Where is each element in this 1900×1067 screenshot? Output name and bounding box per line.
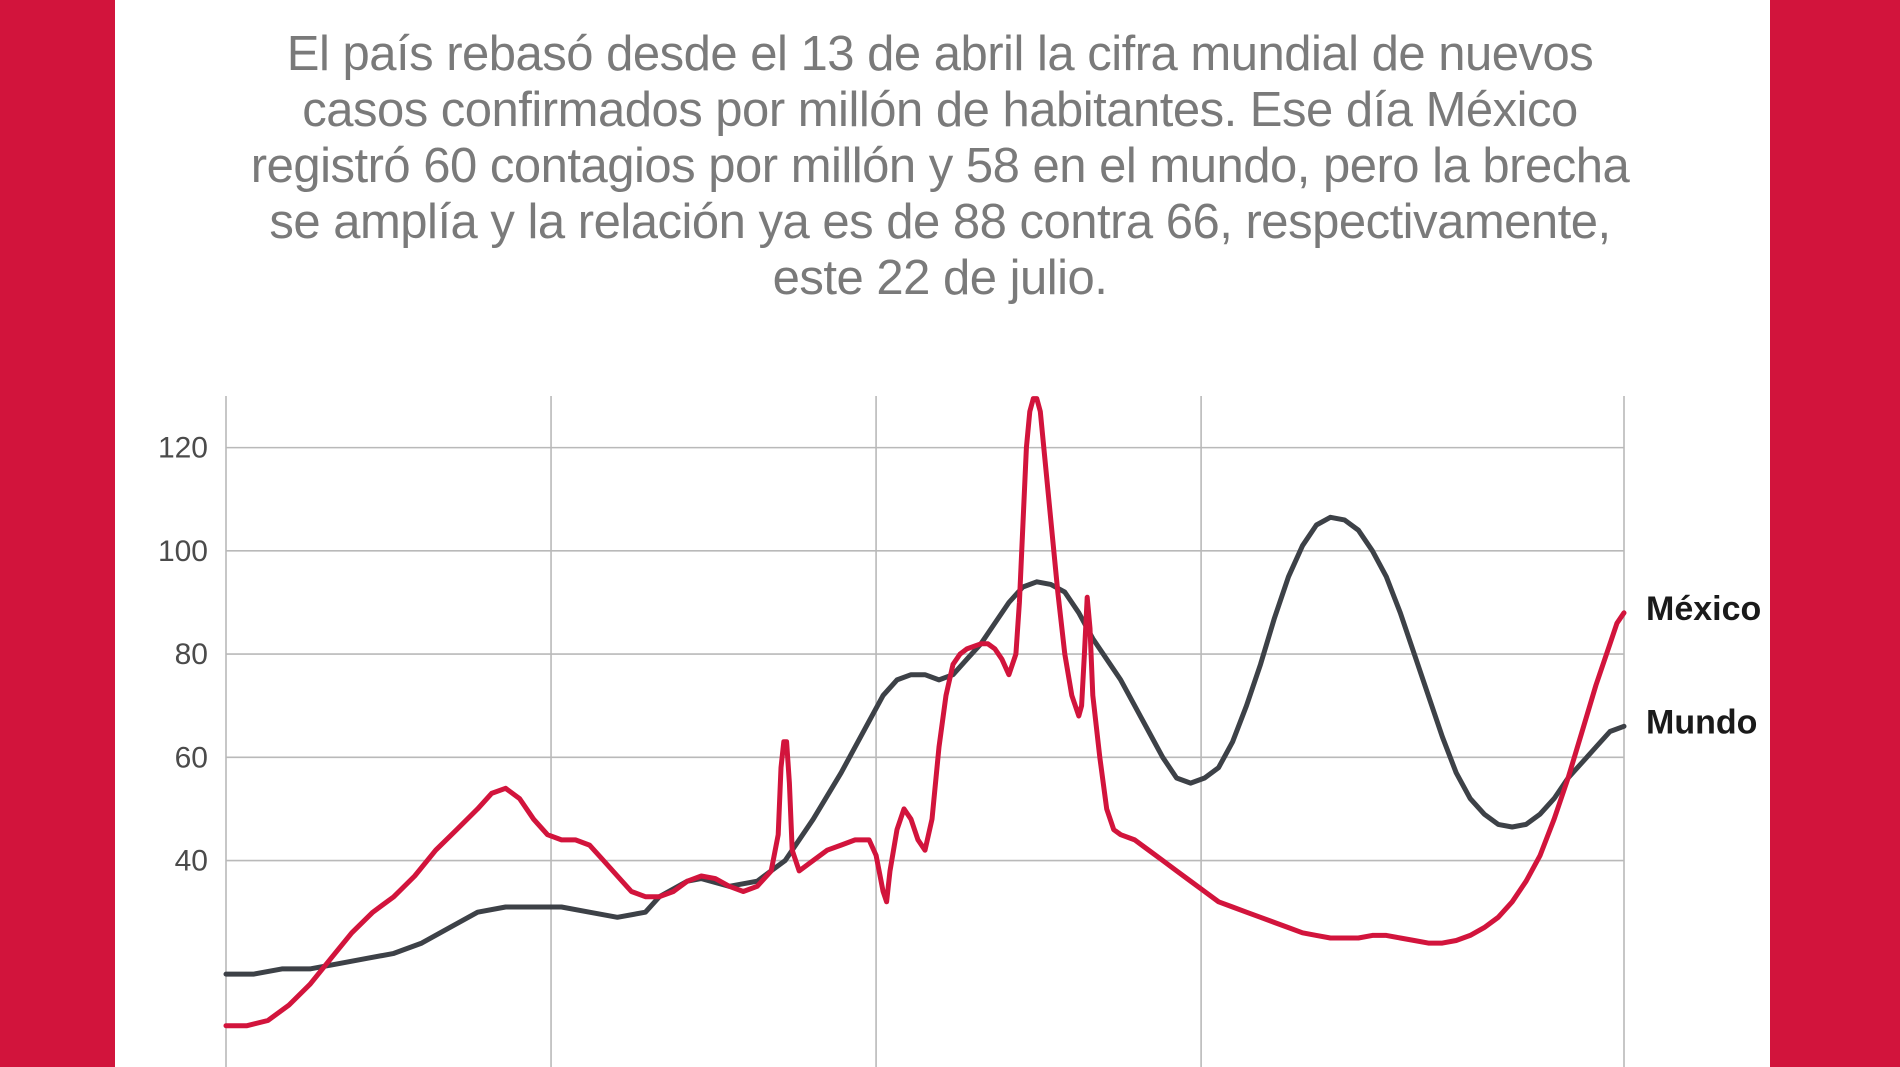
ytick-label: 100 [158, 535, 208, 568]
series-label-méxico: México [1646, 590, 1761, 628]
chart-area: 40 60 80 100 120 Mundo México [136, 366, 1804, 1067]
series-line-méxico [226, 399, 1624, 1026]
ytick-label: 120 [158, 432, 208, 465]
outer-frame: El país rebasó desde el 13 de abril la c… [0, 0, 1900, 1067]
chart-svg: 40 60 80 100 120 Mundo México [136, 366, 1804, 1067]
ytick-label: 40 [175, 845, 208, 878]
ytick-label: 60 [175, 741, 208, 774]
ytick-label: 80 [175, 638, 208, 671]
inner-panel: El país rebasó desde el 13 de abril la c… [115, 0, 1770, 1067]
series-label-mundo: Mundo [1646, 703, 1757, 741]
chart-subtitle: El país rebasó desde el 13 de abril la c… [240, 26, 1640, 306]
series-line-mundo [226, 517, 1624, 974]
